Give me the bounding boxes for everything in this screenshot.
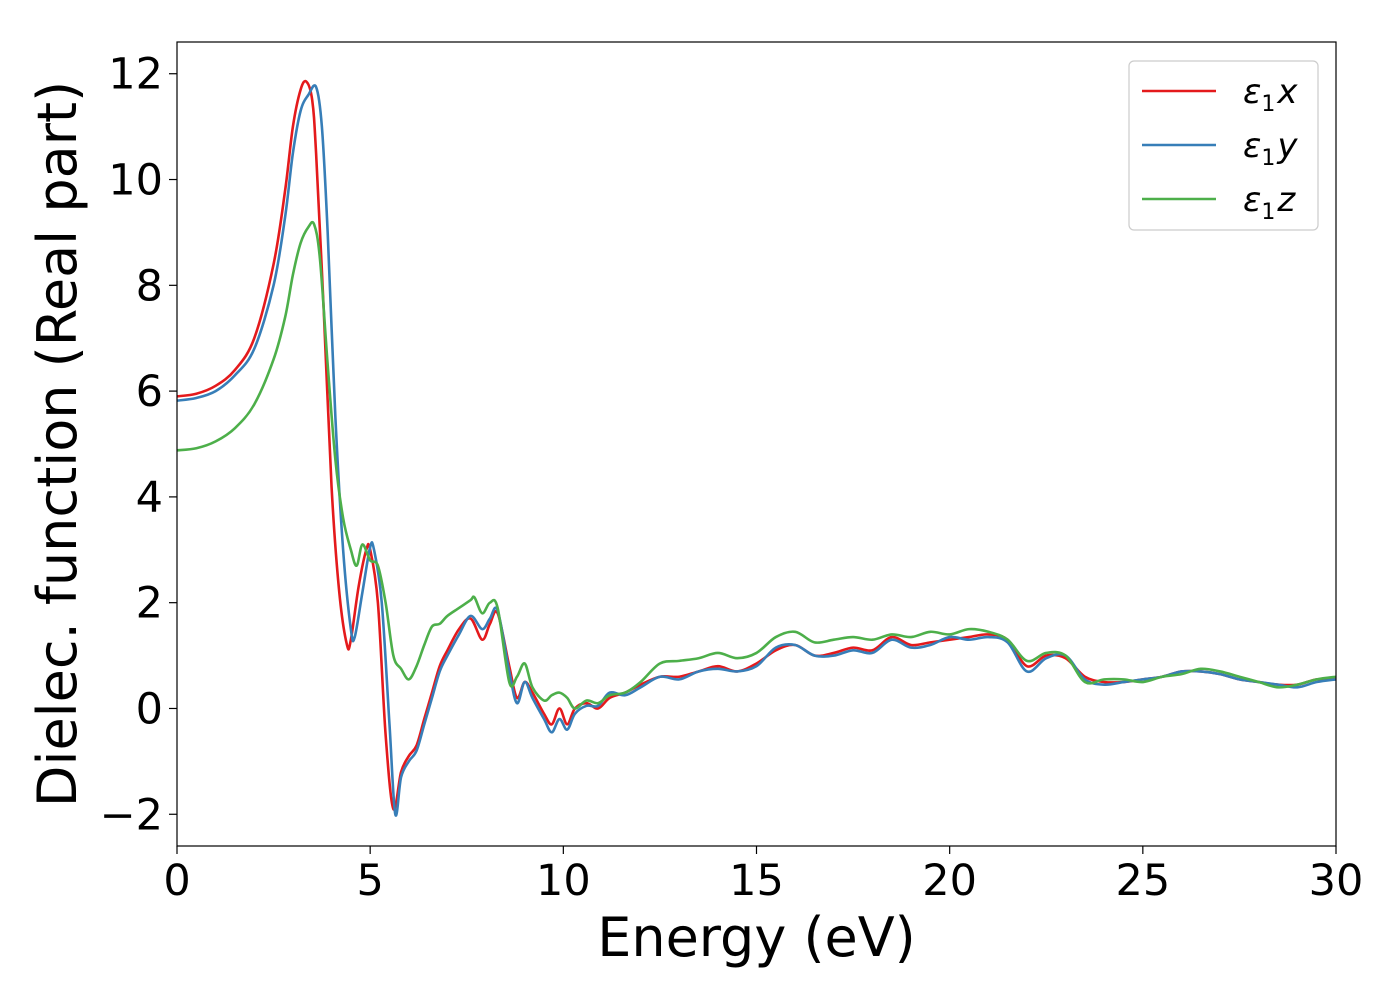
- x-axis-title: Energy (eV): [597, 906, 916, 969]
- legend-subscript: 1: [1261, 146, 1275, 171]
- y-tick-label: 10: [108, 156, 163, 206]
- y-tick-label: 8: [136, 261, 163, 311]
- y-tick-label: 2: [136, 579, 163, 629]
- series-line-z: [177, 220, 1336, 710]
- legend-epsilon: ε: [1243, 72, 1261, 112]
- legend-epsilon: ε: [1243, 126, 1261, 166]
- y-tick-label: −2: [100, 790, 163, 840]
- legend-label-x: ε1x: [1243, 72, 1298, 117]
- y-tick-label: 0: [136, 684, 163, 734]
- legend-label-z: ε1z: [1243, 180, 1296, 225]
- x-tick-label: 20: [922, 856, 977, 906]
- legend-variable: y: [1276, 126, 1298, 166]
- series-line-y: [177, 84, 1336, 817]
- y-tick-label: 6: [136, 367, 163, 417]
- legend-subscript: 1: [1261, 200, 1275, 225]
- x-tick-label: 15: [729, 856, 784, 906]
- legend-subscript: 1: [1261, 92, 1275, 117]
- y-tick-label: 4: [136, 473, 163, 523]
- x-tick-label: 10: [536, 856, 591, 906]
- y-axis-title: Dielec. function (Real part): [26, 81, 89, 807]
- legend-variable: x: [1276, 72, 1298, 112]
- series-line-x: [177, 79, 1336, 811]
- x-tick-label: 0: [163, 856, 190, 906]
- legend-label-y: ε1y: [1243, 126, 1298, 171]
- y-tick-label: 12: [108, 50, 163, 100]
- x-tick-label: 5: [356, 856, 383, 906]
- x-tick-label: 25: [1115, 856, 1170, 906]
- legend-epsilon: ε: [1243, 180, 1261, 220]
- series-layer: [177, 79, 1336, 817]
- legend-variable: z: [1276, 180, 1296, 220]
- x-tick-label: 30: [1309, 856, 1364, 906]
- legend-box: [1128, 60, 1319, 231]
